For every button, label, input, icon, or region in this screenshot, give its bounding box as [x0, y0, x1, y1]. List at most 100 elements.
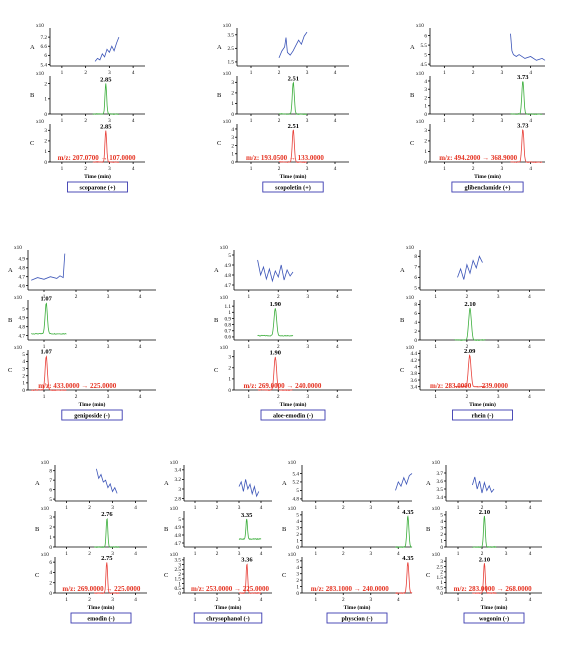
trace-line	[257, 356, 293, 391]
y-tick-label: 2	[228, 366, 231, 372]
y-tick-label: 3.6	[411, 378, 418, 384]
compound-name-box	[262, 181, 324, 193]
row-label: C	[217, 140, 221, 147]
y-tick-label: 0	[424, 112, 427, 118]
x-tick-label: 1	[65, 597, 68, 603]
x-tick-label: 1	[43, 294, 46, 300]
y-tick-label: 4.8	[19, 266, 26, 272]
y-tick-label: 7.2	[41, 35, 48, 41]
y-exponent-label: x10	[416, 71, 424, 77]
y-tick-label: 4.7	[175, 541, 182, 547]
y-exponent-label: x10	[170, 506, 178, 512]
trace-line	[510, 33, 546, 61]
x-tick-label: 1	[457, 505, 460, 511]
row-label: C	[426, 572, 430, 579]
y-tick-label: 3.5	[228, 33, 235, 39]
y-tick-label: 1	[49, 535, 52, 541]
mrm-transition-label: m/z: 253.0000 → 225.0000	[191, 585, 269, 593]
compound-name: rhein (-)	[472, 413, 494, 420]
mrm-transition-label: m/z: 283.1000 → 240.0000	[311, 585, 389, 593]
x-tick-label: 2	[84, 118, 87, 124]
y-tick-label: 8	[414, 302, 417, 308]
x-tick-label: 2	[216, 505, 219, 511]
x-tick-label: 2	[278, 166, 281, 172]
x-tick-label: 4	[334, 70, 337, 76]
x-tick-label: 2	[88, 597, 91, 603]
x-tick-label: 1	[247, 394, 250, 400]
peak-label: 1.90	[270, 350, 281, 357]
x-axis-title: Time (min)	[84, 173, 111, 180]
mrm-transition-label: m/z: 494.2000 → 368.9000	[439, 154, 517, 162]
trace-line	[510, 81, 543, 115]
y-tick-label: 4	[231, 127, 234, 133]
y-tick-label: 3.4	[411, 384, 418, 390]
x-tick-label: 2	[75, 294, 78, 300]
y-tick-label: 3.6	[437, 479, 444, 485]
y-tick-label: 6	[49, 487, 52, 493]
y-tick-label: 3	[424, 128, 427, 134]
trace-line	[238, 563, 262, 594]
x-tick-label: 4	[529, 551, 532, 557]
y-tick-label: 4.9	[225, 263, 232, 269]
y-tick-label: 7	[49, 478, 52, 484]
y-tick-label: 0.6	[225, 335, 232, 341]
peak-label: 2.10	[479, 509, 490, 516]
y-exponent-label: x10	[288, 506, 296, 512]
y-tick-label: 3	[424, 87, 427, 93]
x-tick-label: 4	[132, 118, 135, 124]
x-tick-label: 2	[342, 505, 345, 511]
x-axis-title: Time (min)	[481, 604, 508, 611]
y-tick-label: 5	[178, 517, 181, 523]
y-exponent-label: x10	[41, 506, 49, 512]
compound-name-box	[452, 409, 513, 421]
trace-line	[457, 255, 483, 280]
x-tick-label: 1	[443, 166, 446, 172]
compound-name-box	[463, 612, 525, 624]
y-tick-label: 2.5	[175, 567, 182, 573]
y-tick-label: 1.5	[175, 577, 182, 583]
y-tick-label: 1	[231, 152, 234, 158]
x-tick-label: 2	[481, 505, 484, 511]
x-tick-label: 1	[194, 505, 197, 511]
y-tick-label: 1	[424, 149, 427, 155]
y-tick-label: 4.8	[225, 273, 232, 279]
x-tick-label: 2	[75, 344, 78, 350]
trace-line	[395, 515, 413, 548]
x-tick-label: 1	[250, 70, 253, 76]
mrm-transition-label: m/z: 283.0000 → 239.0000	[430, 382, 508, 390]
y-exponent-label: x10	[170, 552, 178, 558]
x-tick-label: 4	[134, 597, 137, 603]
trace-line	[510, 129, 543, 163]
x-tick-label: 1	[314, 505, 317, 511]
peak-label: 3.36	[241, 557, 253, 564]
x-tick-label: 4	[336, 294, 339, 300]
row-label: A	[30, 44, 35, 51]
y-tick-label: 7	[414, 265, 417, 271]
row-label: C	[410, 140, 414, 147]
row-label: C	[30, 140, 34, 147]
y-tick-label: 2	[414, 329, 417, 335]
y-tick-label: 4.9	[19, 257, 26, 263]
row-label: A	[410, 44, 415, 51]
x-axis-title: Time (min)	[280, 401, 307, 408]
x-tick-label: 1	[194, 597, 197, 603]
trace-line	[472, 563, 497, 594]
y-tick-label: 1	[228, 310, 231, 316]
trace-line	[238, 518, 262, 540]
y-tick-label: 4	[22, 359, 25, 365]
x-tick-label: 4	[132, 70, 135, 76]
x-axis-title: Time (min)	[474, 173, 501, 180]
y-exponent-label: x10	[41, 552, 49, 558]
trace-line	[92, 83, 119, 115]
peak-label: 1.07	[41, 296, 53, 303]
y-tick-label: 1	[228, 377, 231, 383]
